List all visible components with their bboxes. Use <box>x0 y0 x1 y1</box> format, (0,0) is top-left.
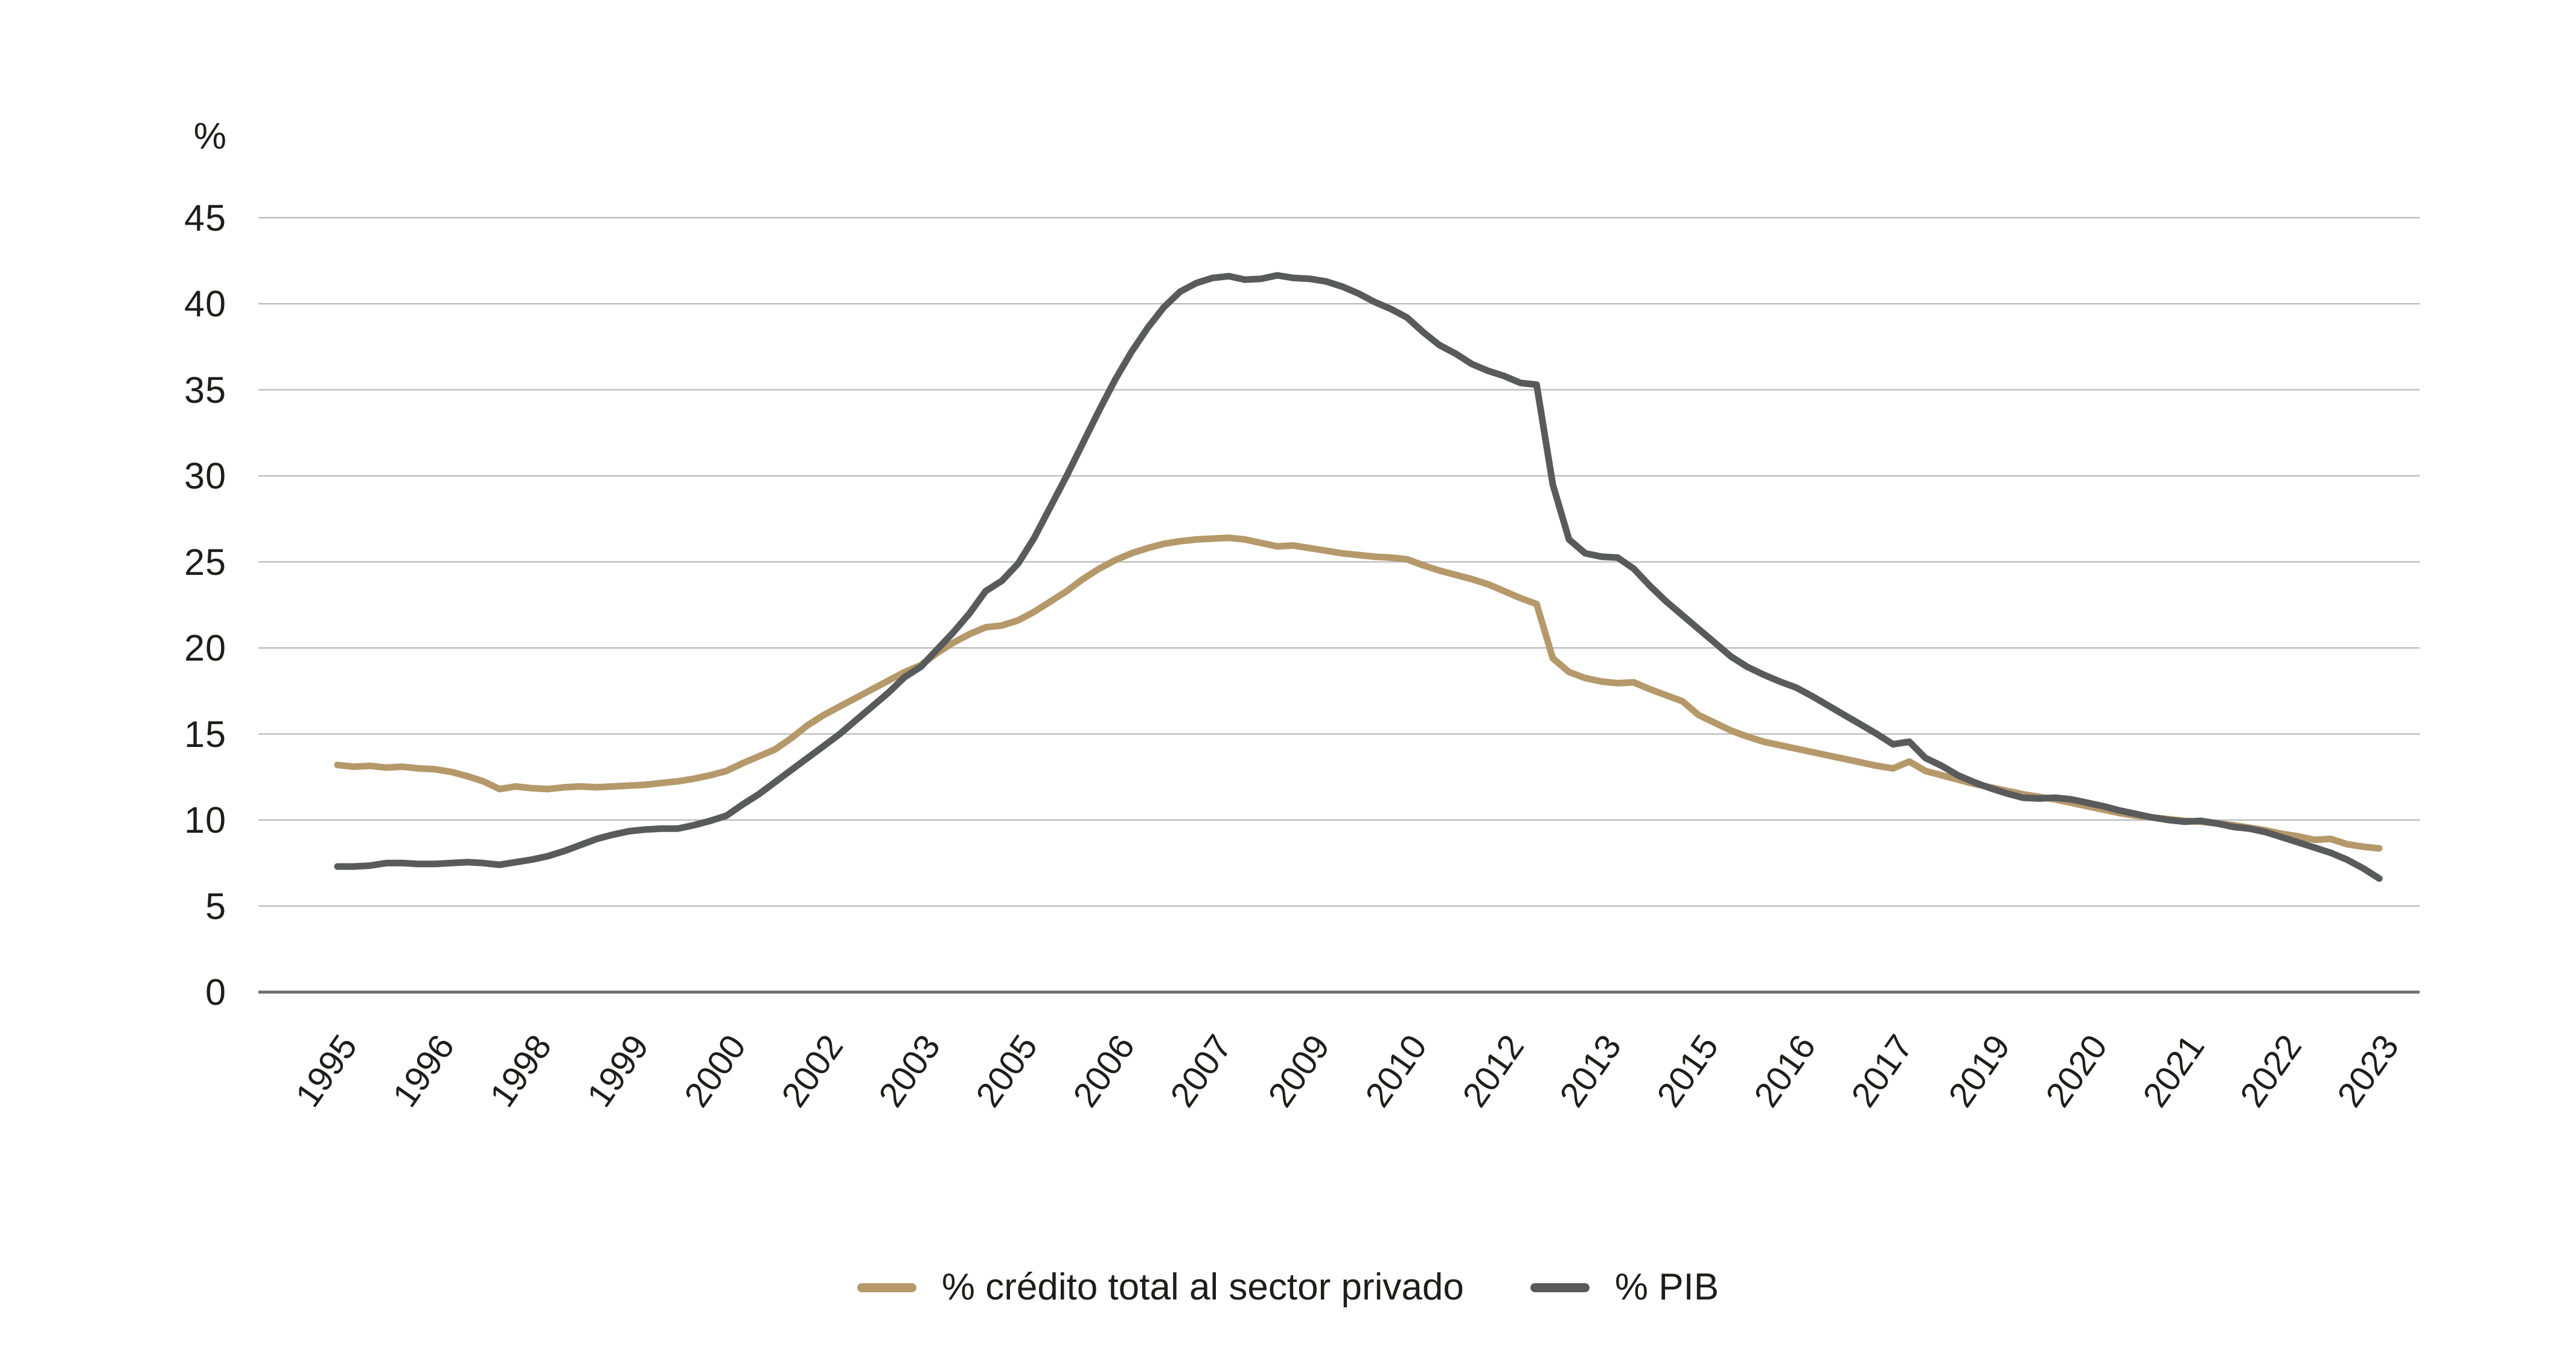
y-tick-label: 15 <box>184 713 226 755</box>
y-tick-label: 5 <box>205 885 226 927</box>
y-tick-label: 0 <box>205 972 226 1013</box>
y-tick-label: 40 <box>184 283 226 324</box>
legend-swatch-credito <box>857 1283 916 1292</box>
y-tick-label: 30 <box>184 455 226 496</box>
legend-swatch-pib <box>1530 1283 1590 1292</box>
y-tick-label: 10 <box>184 799 226 841</box>
y-tick-label: 35 <box>184 369 226 411</box>
legend-item-credito: % crédito total al sector privado <box>857 1265 1464 1310</box>
legend-label-credito: % crédito total al sector privado <box>941 1266 1464 1308</box>
legend-label-pib: % PIB <box>1614 1266 1719 1308</box>
series-line-pib <box>334 272 2383 882</box>
legend: % crédito total al sector privado % PIB <box>0 1265 2576 1310</box>
y-tick-label: 25 <box>184 541 226 583</box>
y-tick-label: 45 <box>184 197 226 239</box>
y-axis-unit-label: % <box>193 115 226 156</box>
legend-item-pib: % PIB <box>1530 1265 1719 1310</box>
y-tick-label: 20 <box>184 627 226 668</box>
